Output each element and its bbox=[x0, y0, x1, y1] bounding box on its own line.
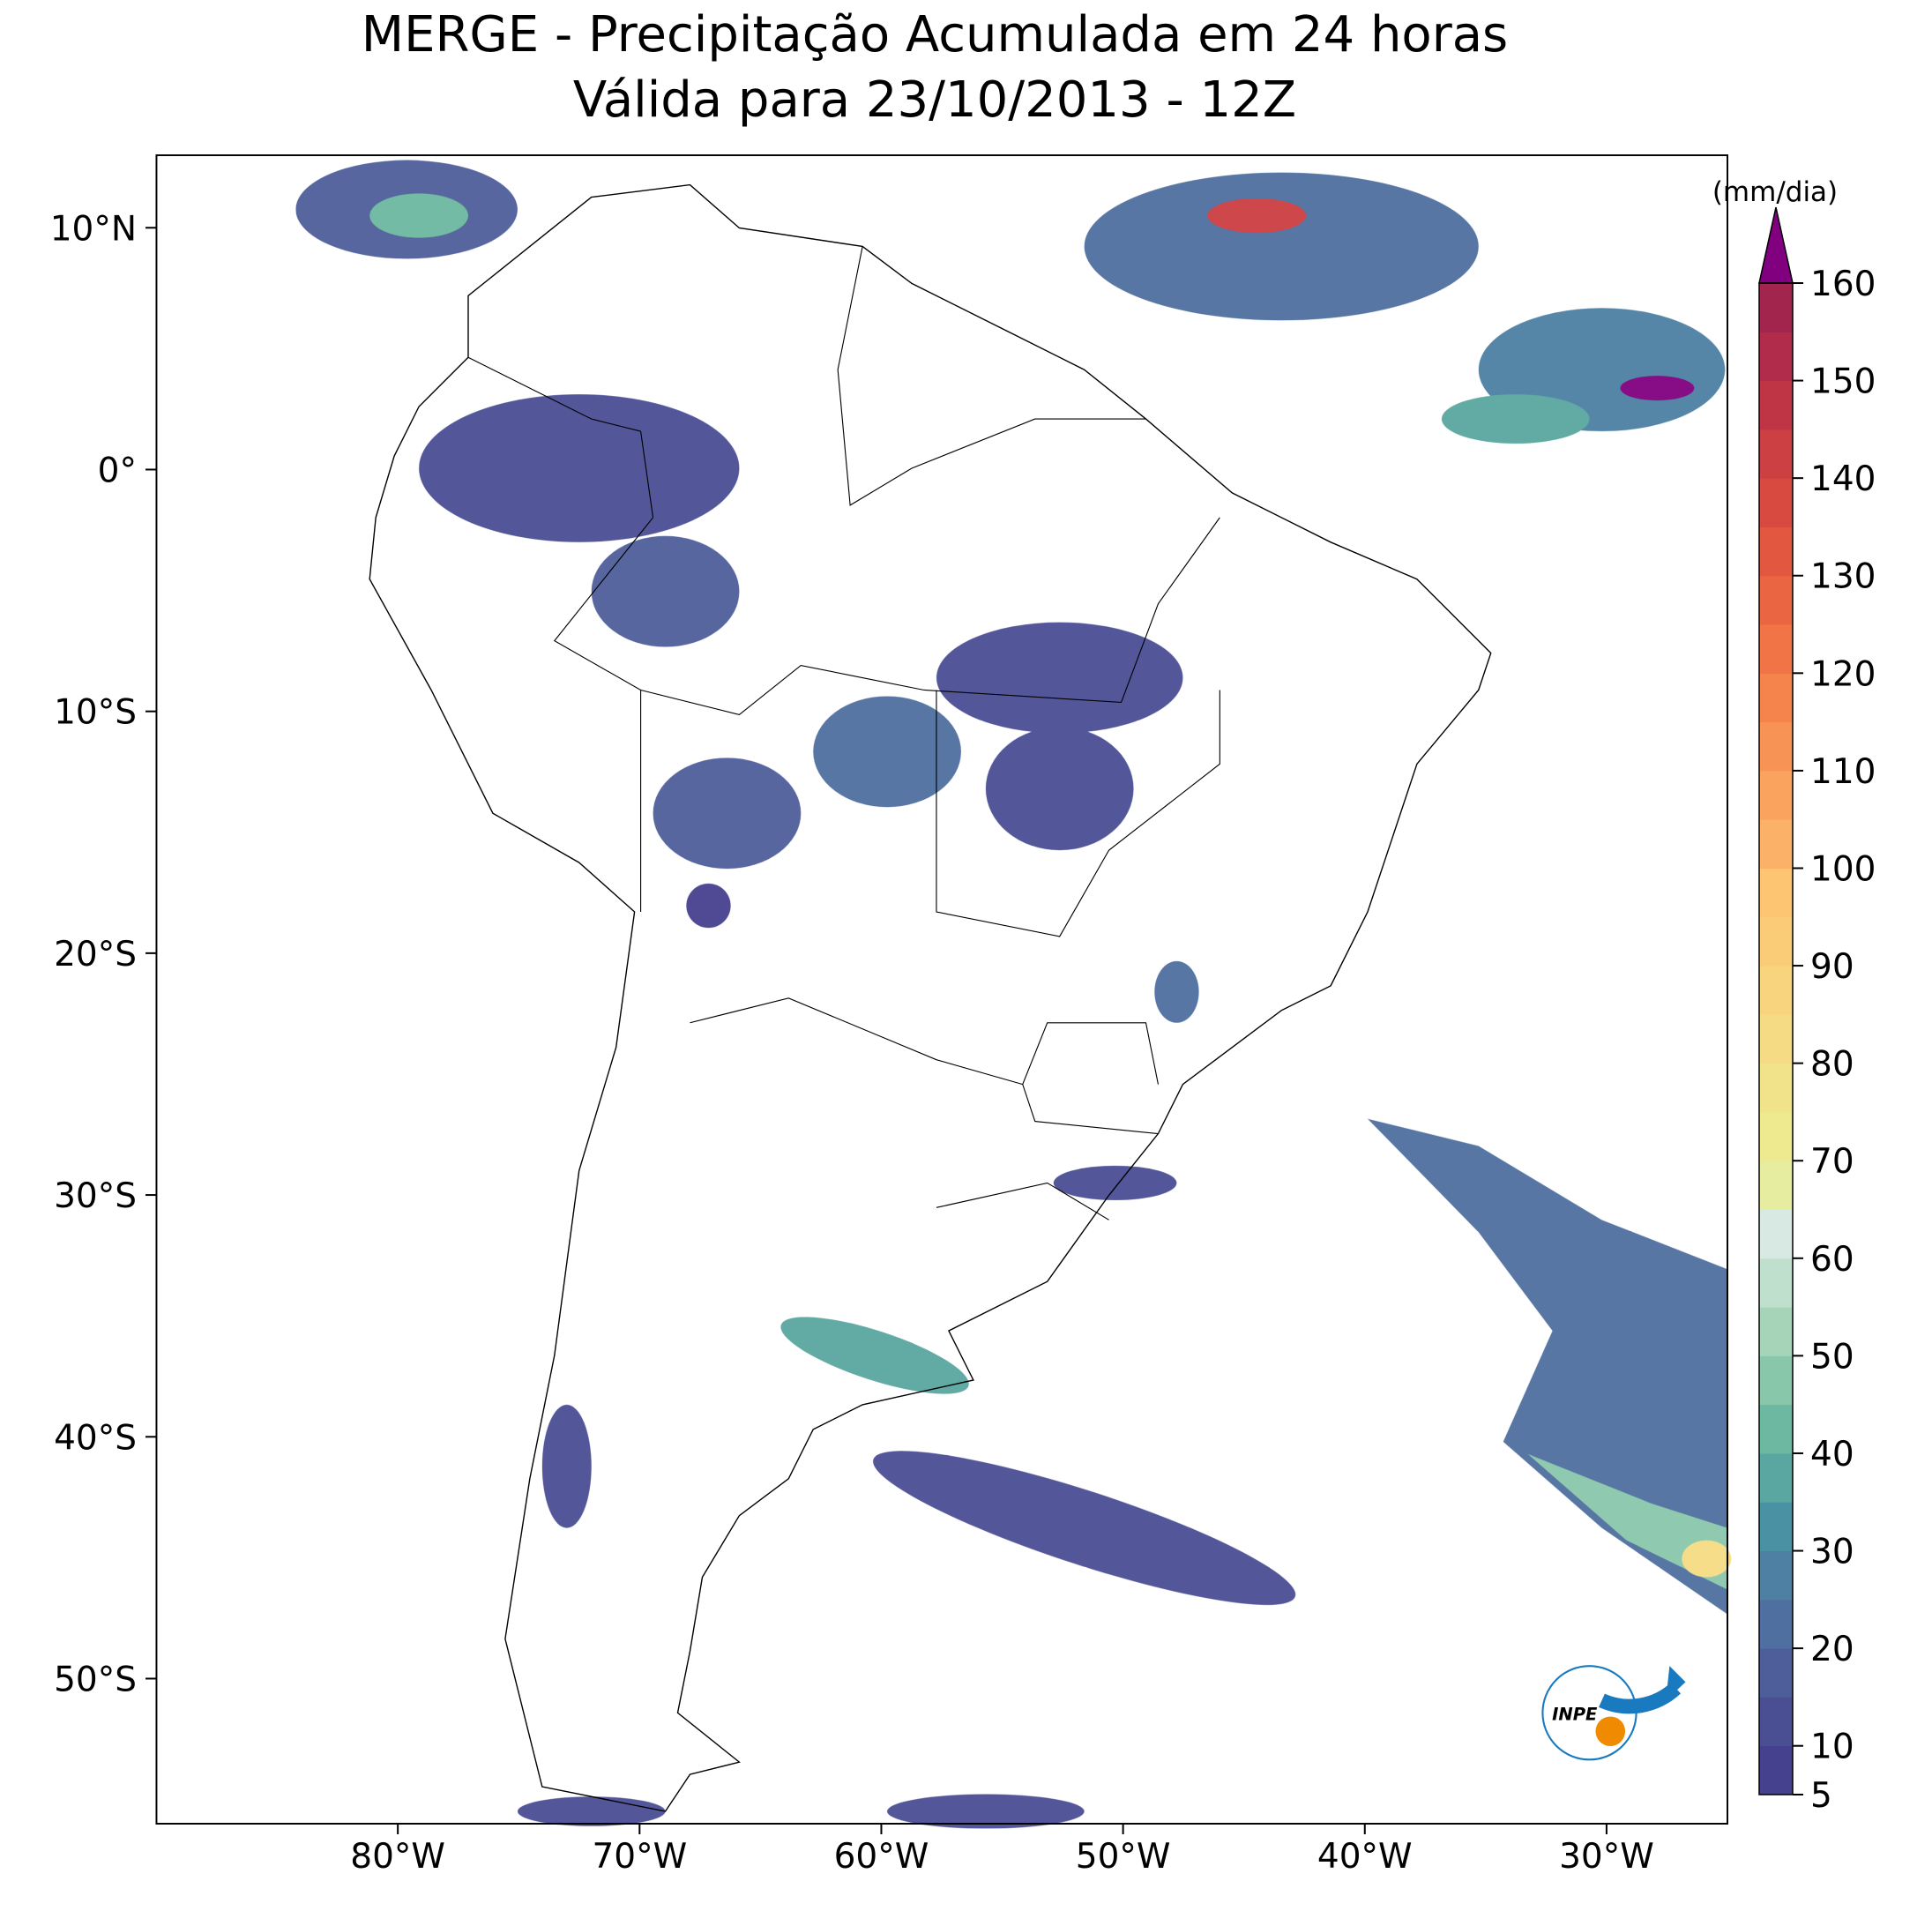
rain-area bbox=[369, 193, 468, 238]
rain-area bbox=[780, 1317, 969, 1394]
colorbar-band bbox=[1759, 1355, 1793, 1406]
x-tick-label: 60°W bbox=[834, 1837, 929, 1877]
rain-area bbox=[1620, 376, 1695, 401]
rain-area bbox=[1368, 1118, 1728, 1615]
y-tick-label: 30°S bbox=[54, 1176, 137, 1216]
map-frame bbox=[155, 154, 1728, 1825]
colorbar-tick-label: 130 bbox=[1810, 557, 1876, 597]
colorbar-band bbox=[1759, 673, 1793, 723]
x-tick-label: 50°W bbox=[1076, 1837, 1171, 1877]
colorbar-tick-label: 40 bbox=[1810, 1435, 1854, 1474]
rain-area bbox=[653, 758, 802, 870]
x-tick-label: 40°W bbox=[1317, 1837, 1413, 1877]
colorbar-band bbox=[1759, 526, 1793, 577]
rain-area bbox=[936, 622, 1183, 734]
colorbar-tick-label: 160 bbox=[1810, 265, 1876, 304]
rain-area bbox=[1154, 960, 1199, 1023]
colorbar-extend bbox=[1758, 206, 1794, 284]
colorbar-band bbox=[1759, 478, 1793, 527]
colorbar-tick-label: 60 bbox=[1810, 1240, 1854, 1280]
colorbar-band bbox=[1759, 1599, 1793, 1649]
colorbar-tick-label: 30 bbox=[1810, 1533, 1854, 1572]
colorbar-band bbox=[1759, 1452, 1793, 1503]
colorbar-frame bbox=[1758, 282, 1794, 1795]
continent-outline bbox=[369, 183, 1492, 1812]
logo: INPE bbox=[1541, 1665, 1686, 1761]
colorbar-tick-label: 140 bbox=[1810, 459, 1876, 499]
colorbar-band bbox=[1759, 721, 1793, 772]
y-tick-label: 50°S bbox=[54, 1660, 137, 1699]
colorbar-band bbox=[1759, 1648, 1793, 1698]
colorbar-band bbox=[1759, 624, 1793, 674]
colorbar-tick-label: 50 bbox=[1810, 1337, 1854, 1377]
rain-area bbox=[591, 535, 740, 647]
colorbar-band bbox=[1759, 1307, 1793, 1356]
colorbar-band bbox=[1759, 916, 1793, 967]
colorbar-tick-label: 70 bbox=[1810, 1142, 1854, 1182]
colorbar-band bbox=[1759, 966, 1793, 1015]
rain-area bbox=[813, 696, 961, 808]
title-line: MERGE - Precipitação Acumulada em 24 hor… bbox=[362, 6, 1508, 63]
borders bbox=[467, 246, 1220, 1221]
colorbar-band bbox=[1759, 819, 1793, 869]
colorbar-band bbox=[1759, 429, 1793, 479]
precipitation bbox=[295, 160, 1732, 1829]
rain-area bbox=[419, 394, 740, 542]
rain-area bbox=[517, 1796, 666, 1826]
rain-area bbox=[985, 727, 1134, 851]
colorbar-band bbox=[1759, 1014, 1793, 1064]
logo-text: INPE bbox=[1552, 1705, 1598, 1725]
rain-area bbox=[1053, 1165, 1177, 1200]
x-tick-label: 70°W bbox=[592, 1837, 687, 1877]
rain-area bbox=[1084, 172, 1479, 321]
colorbar-band bbox=[1759, 770, 1793, 820]
colorbar-band bbox=[1759, 1404, 1793, 1454]
colorbar-band bbox=[1759, 1209, 1793, 1259]
y-tick-label: 40°S bbox=[54, 1418, 137, 1458]
x-tick-label: 80°W bbox=[350, 1837, 445, 1877]
colorbar-tick-label: 100 bbox=[1810, 849, 1876, 889]
colorbar-band bbox=[1759, 575, 1793, 625]
colorbar-tick-label: 120 bbox=[1810, 654, 1876, 694]
colorbar-band bbox=[1759, 283, 1793, 332]
colorbar-band bbox=[1759, 380, 1793, 430]
colorbar-tick-label: 20 bbox=[1810, 1630, 1854, 1669]
colorbar-band bbox=[1759, 332, 1793, 382]
colorbar-band bbox=[1759, 1111, 1793, 1161]
colorbar-band bbox=[1759, 1161, 1793, 1211]
colorbar-band bbox=[1759, 1063, 1793, 1113]
colorbar-band bbox=[1759, 1697, 1793, 1747]
colorbar-band bbox=[1759, 1550, 1793, 1601]
rain-area bbox=[1441, 394, 1590, 444]
x-tick-label: 30°W bbox=[1559, 1837, 1654, 1877]
y-tick-label: 0° bbox=[98, 451, 137, 490]
rain-area bbox=[686, 883, 731, 929]
colorbar-tick-label: 80 bbox=[1810, 1045, 1854, 1085]
rain-area bbox=[873, 1451, 1296, 1606]
y-tick-label: 20°S bbox=[54, 935, 137, 974]
rain-area bbox=[1207, 198, 1307, 234]
map-layer: INPE bbox=[155, 154, 1732, 1829]
rain-area bbox=[541, 1404, 592, 1528]
colorbar-band bbox=[1759, 1258, 1793, 1308]
y-tick-label: 10°S bbox=[54, 693, 137, 733]
rain-area bbox=[1527, 1453, 1728, 1590]
colorbar-band bbox=[1759, 1745, 1793, 1795]
colorbar-label: (mm/dia) bbox=[1712, 176, 1838, 208]
colorbar-tick-label: 110 bbox=[1810, 752, 1876, 792]
title-line: Válida para 23/10/2013 - 12Z bbox=[573, 71, 1296, 129]
rain-area bbox=[1682, 1540, 1732, 1578]
colorbar-tick-label: 10 bbox=[1810, 1728, 1854, 1767]
colorbar-band bbox=[1759, 1502, 1793, 1552]
y-tick-label: 10°N bbox=[50, 209, 137, 249]
colorbar-tick-label: 5 bbox=[1810, 1776, 1832, 1816]
rain-area bbox=[887, 1794, 1085, 1829]
colorbar-tick-label: 150 bbox=[1810, 362, 1876, 402]
colorbar-tick-label: 90 bbox=[1810, 947, 1854, 987]
colorbar-band bbox=[1759, 868, 1793, 918]
